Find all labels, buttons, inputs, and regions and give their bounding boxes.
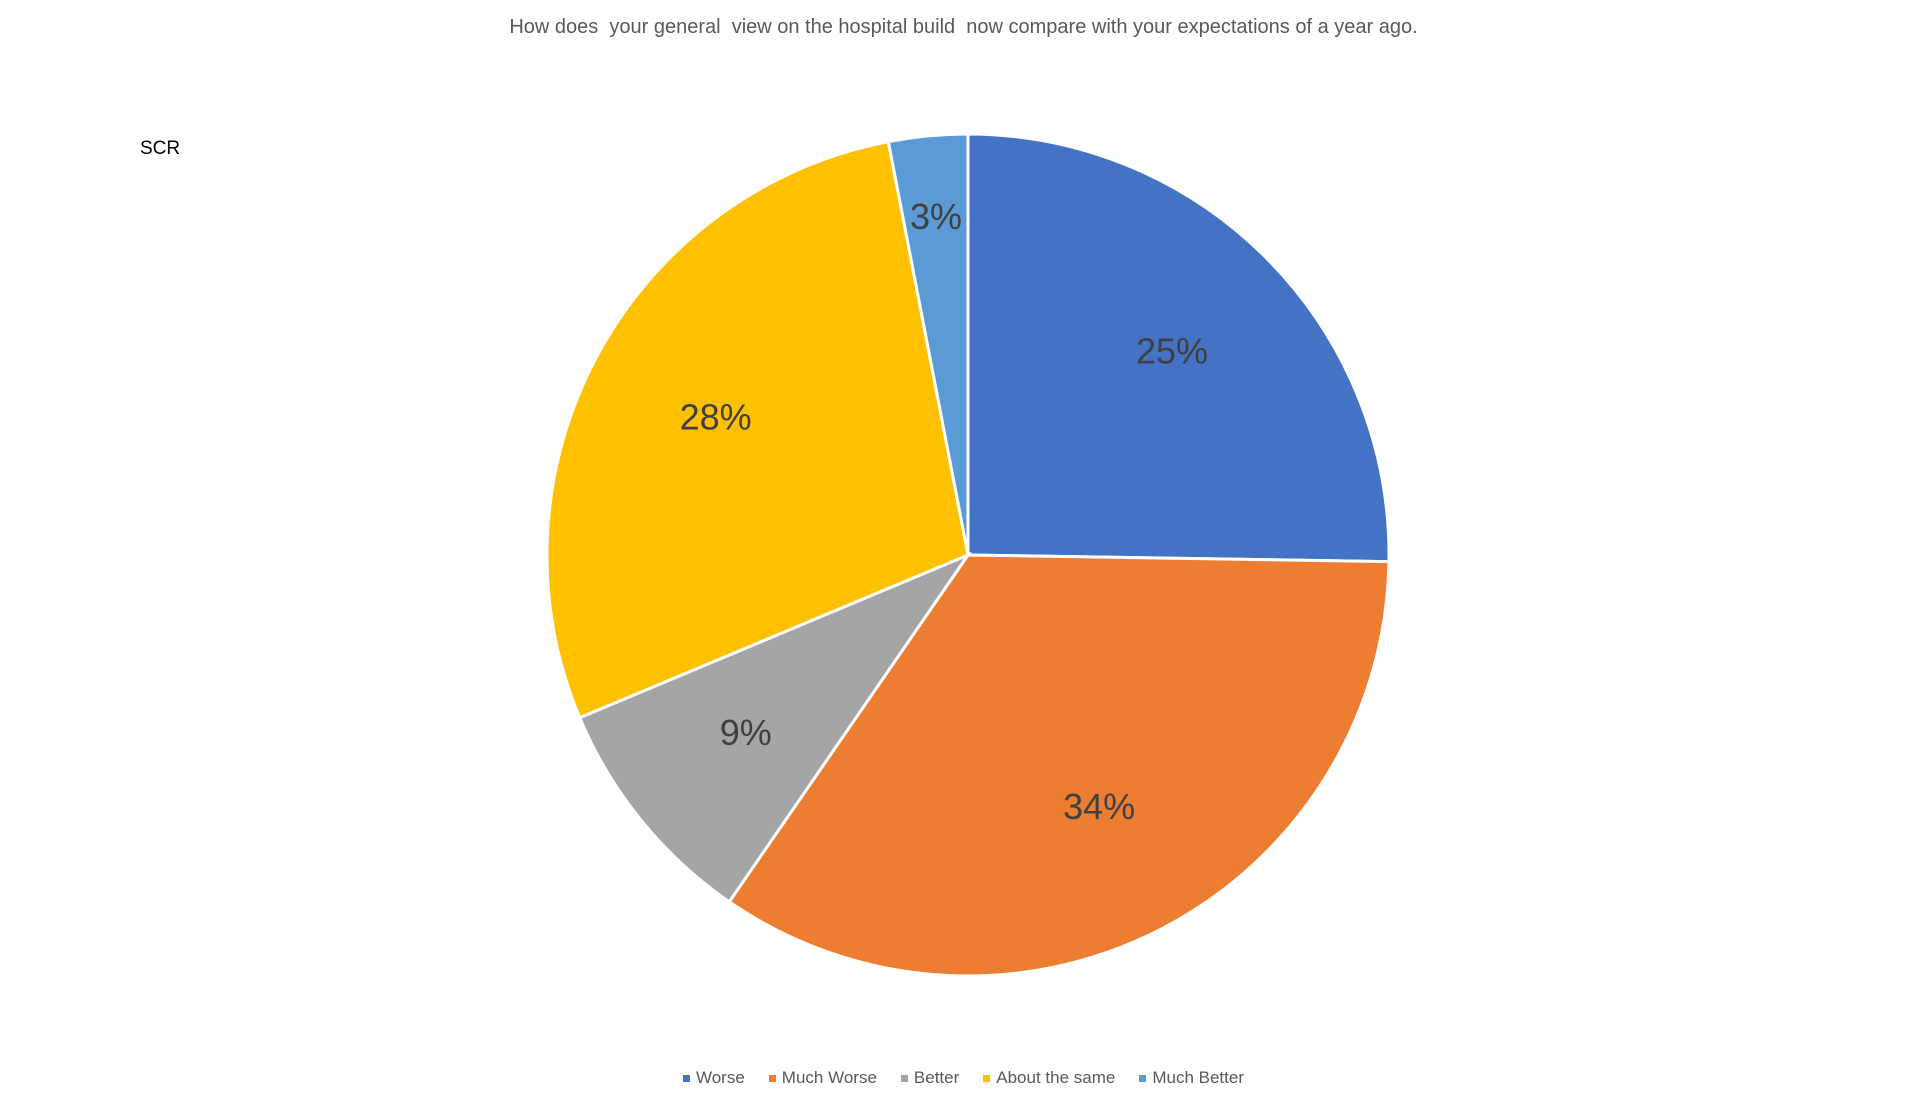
legend-item-much-worse: Much Worse <box>768 1068 877 1088</box>
legend-swatch <box>768 1074 776 1082</box>
legend-item-much-better: Much Better <box>1139 1068 1244 1088</box>
legend-label: Worse <box>695 1068 745 1087</box>
legend-label: Better <box>913 1068 960 1087</box>
data-label-about-the-same: 28% <box>680 396 752 437</box>
pie-slice-worse <box>966 132 1391 564</box>
legend-swatch <box>682 1074 690 1082</box>
legend-swatch <box>983 1074 991 1082</box>
legend: Worse Much Worse Better About the same Much … <box>0 1068 1927 1088</box>
legend-item-worse: Worse <box>682 1068 745 1088</box>
legend-label: Much Better <box>1152 1068 1244 1087</box>
corner-label: SCR <box>140 138 181 159</box>
legend-item-better: Better <box>900 1068 960 1088</box>
data-label-much-worse: 34% <box>1063 786 1135 827</box>
data-label-better: 9% <box>720 712 772 753</box>
pie-slice-better <box>577 551 973 904</box>
legend-label: Much Worse <box>781 1068 877 1087</box>
data-label-much-better: 3% <box>910 196 962 237</box>
legend-swatch <box>1139 1074 1147 1082</box>
pie-slice-about-the-same <box>545 139 970 720</box>
data-label-worse: 25% <box>1136 331 1208 372</box>
legend-label: About the same <box>996 1068 1116 1087</box>
legend-item-about-the-same: About the same <box>983 1068 1115 1088</box>
legend-swatch <box>900 1074 908 1082</box>
pie-slice-much-better <box>886 132 970 556</box>
pie-slice-much-worse <box>727 553 1391 978</box>
chart-title: How does your general view on the hospit… <box>509 16 1418 38</box>
